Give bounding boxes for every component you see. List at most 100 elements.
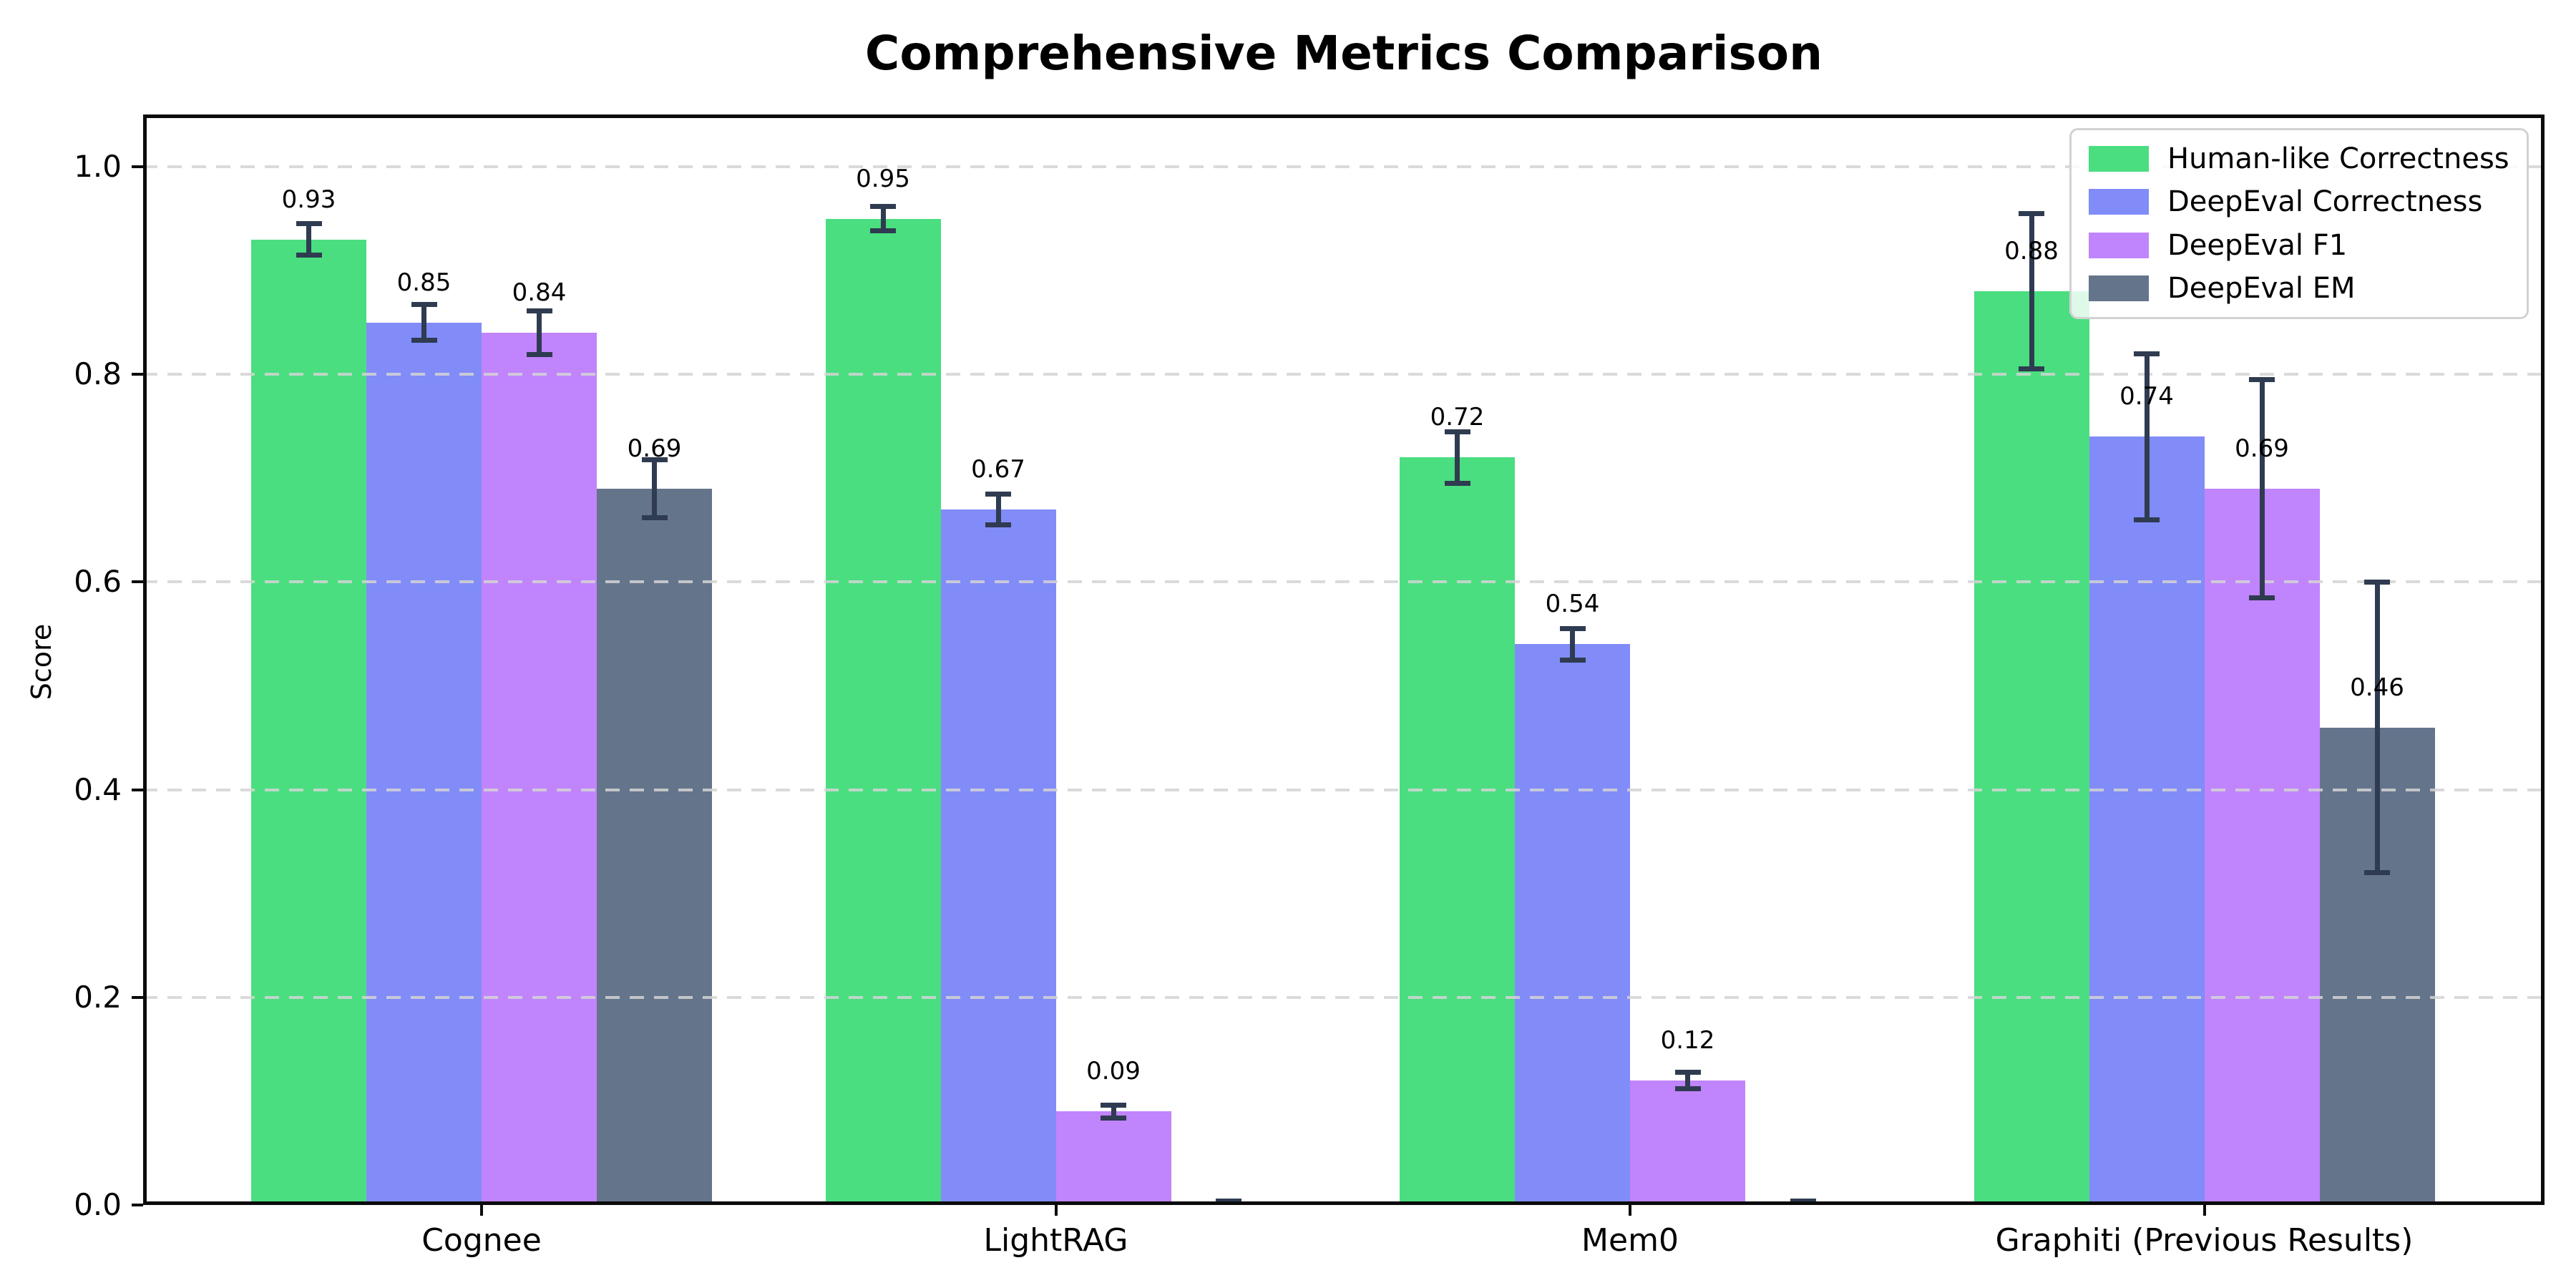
x-tick-mark (1629, 1205, 1631, 1216)
gridline-y-0.4 (143, 788, 2545, 791)
gridline-y-0.2 (143, 995, 2545, 999)
y-axis-title: Score (26, 623, 57, 701)
bar-deepeval-f1 (2204, 488, 2320, 1205)
x-tick-label-cognee: Cognee (421, 1222, 542, 1259)
error-bar-cap-top (411, 302, 437, 308)
error-bar-cap-bottom (2019, 366, 2044, 372)
legend-label: DeepEval F1 (2167, 228, 2348, 262)
x-tick-label-lightrag: LightRAG (983, 1222, 1128, 1259)
error-bar (2374, 582, 2380, 873)
bar-deepeval-correctness (1515, 644, 1630, 1205)
bar-deepeval-f1 (1055, 1111, 1171, 1205)
error-bar-cap-bottom (1444, 481, 1470, 487)
bar-value-label: 0.54 (1545, 590, 1600, 619)
error-bar-cap-top (641, 457, 668, 462)
error-bar-cap-top (1559, 626, 1586, 632)
gridline-y-0.6 (143, 580, 2545, 584)
bar-value-label: 0.69 (627, 434, 682, 463)
error-bar-cap-bottom (2134, 517, 2160, 522)
error-bar-cap-bottom (641, 514, 668, 520)
error-bar-cap-bottom (1101, 1115, 1126, 1121)
legend-swatch (2089, 232, 2149, 258)
legend-item: DeepEval Correctness (2089, 185, 2519, 218)
bar-value-label: 0.72 (1430, 403, 1485, 432)
bar-value-label: 0.93 (281, 185, 336, 214)
legend-swatch (2089, 275, 2149, 301)
error-bar (421, 304, 426, 341)
error-bar-cap-bottom (2249, 595, 2275, 600)
bar-value-label: 0.85 (396, 268, 452, 297)
y-tick-label: 1.0 (74, 149, 122, 184)
error-bar (1455, 431, 1460, 484)
error-bar-cap-bottom (985, 522, 1011, 528)
y-tick-label: 0.4 (74, 771, 122, 807)
x-tick-mark (480, 1205, 483, 1216)
legend-swatch (2089, 146, 2149, 172)
error-bar (2144, 353, 2150, 520)
legend-item: DeepEval EM (2089, 272, 2519, 305)
error-bar-cap-bottom (296, 252, 322, 258)
y-tick-mark (132, 1204, 143, 1206)
error-bar (880, 206, 886, 231)
error-bar-cap-bottom (526, 352, 552, 358)
error-bar-cap-bottom (1559, 657, 1586, 663)
bar-human-like-correctness (825, 218, 941, 1205)
error-bar-cap-top (870, 203, 896, 209)
legend-item: Human-like Correctness (2089, 142, 2519, 175)
legend-label: DeepEval EM (2167, 271, 2356, 305)
error-bar (995, 494, 1001, 525)
bar-value-label: 0.88 (2004, 237, 2059, 266)
y-tick-label: 0.8 (74, 356, 122, 392)
chart-title: Comprehensive Metrics Comparison (864, 26, 1823, 81)
error-bar-cap-top (1101, 1103, 1126, 1108)
error-bar (1111, 1105, 1116, 1118)
error-bar (306, 223, 311, 255)
y-tick-label: 0.2 (74, 979, 122, 1015)
x-tick-mark (1054, 1205, 1058, 1216)
bar-deepeval-em (597, 488, 712, 1205)
bar-human-like-correctness (1400, 457, 1515, 1205)
legend-swatch (2089, 189, 2149, 215)
y-tick-mark (132, 580, 143, 584)
bar-value-label: 0.12 (1660, 1025, 1715, 1055)
error-bar (2259, 379, 2265, 598)
bar-human-like-correctness (1974, 291, 2089, 1205)
error-bar-cap-top (1444, 429, 1470, 434)
bar-deepeval-correctness (940, 509, 1056, 1205)
error-bar-cap-bottom (2364, 870, 2390, 876)
bar-value-label: 0.74 (2119, 382, 2174, 411)
error-bar-cap-top (1216, 1198, 1241, 1204)
bar-deepeval-correctness (2089, 436, 2205, 1205)
y-tick-label: 0.0 (74, 1187, 122, 1222)
bar-deepeval-f1 (1630, 1080, 1745, 1205)
error-bar (652, 459, 657, 518)
bar-value-label: 0.46 (2350, 673, 2404, 702)
y-tick-mark (132, 373, 143, 376)
legend: Human-like Correctness DeepEval Correctne… (2069, 128, 2529, 319)
gridline-y-0.8 (143, 373, 2545, 376)
bar-value-label: 0.69 (2235, 434, 2289, 463)
error-bar-cap-top (2364, 579, 2390, 585)
x-tick-label-graphiti-previous-results-: Graphiti (Previous Results) (1995, 1222, 2414, 1259)
gridline-y-1.0 (143, 165, 2545, 168)
error-bar-cap-top (2249, 376, 2275, 382)
error-bar (537, 311, 542, 355)
error-bar-cap-top (296, 221, 322, 227)
bar-value-label: 0.09 (1086, 1057, 1141, 1086)
x-tick-label-mem0: Mem0 (1581, 1222, 1679, 1259)
y-tick-mark (132, 995, 143, 999)
legend-label: Human-like Correctness (2167, 142, 2509, 176)
error-bar-cap-top (1674, 1069, 1701, 1075)
bar-value-label: 0.95 (856, 164, 910, 193)
error-bar-cap-bottom (870, 228, 896, 234)
y-tick-label: 0.6 (74, 564, 122, 600)
y-tick-mark (132, 788, 143, 791)
y-tick-mark (132, 165, 143, 168)
error-bar-cap-top (526, 308, 552, 314)
error-bar (1570, 628, 1575, 660)
error-bar-cap-top (2019, 210, 2044, 216)
error-bar-cap-top (985, 491, 1011, 497)
bar-deepeval-correctness (366, 322, 482, 1205)
error-bar-cap-top (2134, 351, 2160, 356)
